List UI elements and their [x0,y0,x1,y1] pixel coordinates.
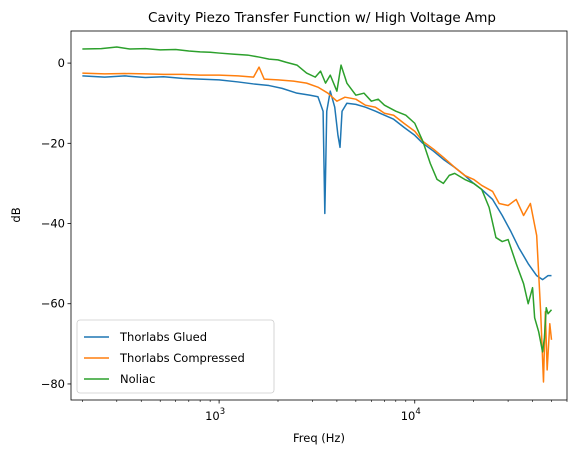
y-axis-ticks: 0 −20 −40 −60 −80 [41,56,71,391]
legend-label: Thorlabs Glued [119,330,207,344]
chart-title: Cavity Piezo Transfer Function w/ High V… [148,10,496,26]
series-layer [82,46,553,383]
legend-label: Noliac [120,372,155,386]
series-line-3 [82,46,553,353]
y-tick-label: −40 [41,217,65,231]
y-tick-label: −20 [41,136,65,150]
plot-frame [70,30,568,401]
legend: Thorlabs Glued Thorlabs Compressed Noliac [76,319,275,394]
y-tick-label: −60 [41,297,65,311]
x-axis-minor-ticks [82,400,568,402]
series-line-1 [82,75,552,281]
y-axis-label: dB [9,207,23,222]
y-tick-label: −80 [41,377,65,391]
x-axis-label: Freq (Hz) [293,431,345,445]
y-tick-label: 0 [58,56,65,70]
legend-box [76,319,275,394]
plot-area [82,46,553,383]
legend-label: Thorlabs Compressed [119,351,245,365]
series-line-2 [82,66,553,383]
